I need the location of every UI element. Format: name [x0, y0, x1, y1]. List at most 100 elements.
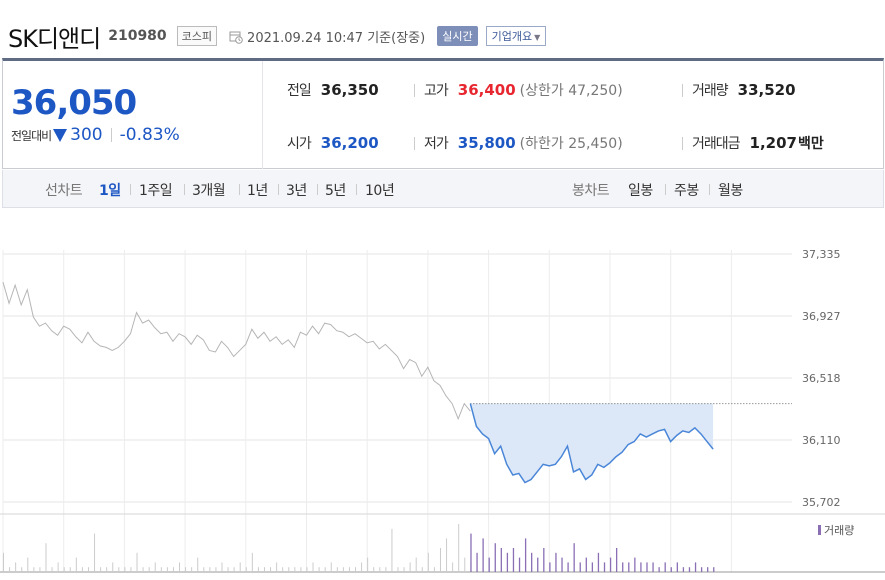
volume-legend-label: 거래량 [824, 524, 855, 537]
volume-bar-today [500, 548, 502, 572]
volume-bar [160, 567, 162, 572]
cell-divider [682, 84, 683, 97]
amount-cell: 거래대금 1,207 백만 [692, 133, 824, 153]
tab-monthly-candle[interactable]: 월봉 [718, 183, 743, 199]
tab-weekly-candle[interactable]: 주봉 [674, 183, 699, 199]
y-tick-label: 36,518 [802, 372, 841, 385]
y-tick-label: 36,110 [802, 434, 841, 447]
volume-bar-today [713, 567, 715, 572]
low-value: 35,800 [457, 134, 516, 152]
volume-bar [245, 567, 247, 572]
volume-bar-today [707, 567, 709, 572]
volume-bar-today [688, 567, 691, 572]
volume-bar-today [670, 567, 672, 572]
change-rate: -0.83% [119, 125, 180, 145]
period-bar: 선차트 1일 1주일 3개월 1년 3년 5년 10년 봉차트 일봉 주봉 월봉 [2, 170, 884, 208]
price-chart[interactable]: 37,335 36,927 36,518 36,110 35,702 거래량 [0, 210, 885, 580]
volume-bar-today [518, 557, 521, 572]
tab-1y[interactable]: 1년 [247, 183, 268, 199]
volume-bar [276, 562, 278, 572]
cell-divider [414, 84, 415, 97]
volume-bar-today [640, 562, 642, 572]
volume-bar [94, 533, 96, 572]
volume-bar [118, 567, 120, 572]
volume-bar-today [682, 567, 685, 572]
volume-bar [27, 557, 29, 572]
volume-bar-today [646, 562, 648, 572]
stock-code: 210980 [108, 28, 167, 44]
open-value: 36,200 [320, 134, 379, 152]
volume-bar [15, 562, 17, 572]
tab-3y[interactable]: 3년 [286, 183, 307, 199]
volume-bar-today [622, 562, 624, 572]
volume-bar [227, 567, 229, 572]
low-label: 저가 [424, 136, 449, 152]
volume-bar [221, 562, 223, 572]
volume-bar [409, 562, 411, 572]
volume-bar [69, 567, 71, 572]
y-tick-label: 37,335 [802, 248, 841, 261]
volume-legend: 거래량 [818, 522, 854, 538]
tab-daily-candle[interactable]: 일봉 [628, 183, 653, 199]
chevron-down-icon: ▼ [534, 33, 541, 42]
y-tick-label: 35,702 [802, 496, 841, 509]
volume-bar-today [652, 562, 654, 572]
company-overview-dropdown[interactable]: 기업개요 ▼ [485, 26, 547, 46]
volume-bar [57, 562, 59, 572]
tab-5y[interactable]: 5년 [325, 183, 346, 199]
volume-bar-today [628, 562, 630, 572]
volume-bar [373, 567, 375, 572]
volume-bar-today [609, 557, 612, 572]
volume-bar-today [634, 557, 636, 572]
change-divider [110, 128, 112, 142]
volume-bar [215, 567, 217, 572]
change-value: 300 [70, 125, 103, 145]
volume-bar [203, 567, 205, 572]
quote-panel: 36,050 전일대비 300 -0.83% 전일 36,350 고가 36,4… [2, 58, 884, 169]
stock-header: SK디앤디 210980 코스피 2021.09.24 10:47 기준(장중)… [8, 18, 547, 54]
amount-unit: 백만 [797, 136, 824, 152]
tab-10y[interactable]: 10년 [365, 183, 395, 199]
volume-bar [433, 567, 435, 572]
volume-bar-today [700, 567, 703, 572]
price-chart-svg: 37,335 36,927 36,518 36,110 35,702 [0, 248, 885, 573]
volume-bar [87, 567, 89, 572]
upper-limit: (상한가 47,250) [519, 83, 623, 99]
company-name: SK디앤디 [8, 24, 101, 53]
tab-divider [278, 184, 279, 195]
volume-bar [209, 567, 211, 572]
high-cell: 고가 36,400 (상한가 47,250) [424, 80, 623, 100]
volume-bar [166, 567, 168, 572]
volume-bar [100, 567, 102, 572]
tab-divider [356, 184, 357, 195]
volume-bar [270, 567, 272, 572]
volume-bar [282, 567, 284, 572]
volume-bar [130, 567, 132, 572]
volume-bar [312, 562, 314, 572]
tab-1d[interactable]: 1일 [99, 183, 121, 199]
volume-bar [51, 567, 53, 572]
volume-bar [391, 528, 393, 572]
high-value: 36,400 [457, 81, 516, 99]
volume-bar-today [615, 548, 618, 572]
volume-bar [385, 567, 387, 572]
tab-1w[interactable]: 1주일 [139, 183, 173, 199]
volume-bar [21, 567, 23, 572]
volume-bar [136, 552, 138, 572]
price-lines [2, 281, 792, 484]
realtime-button[interactable]: 실시간 [437, 26, 478, 46]
volume-bar [185, 567, 187, 572]
volume-bar [142, 567, 144, 572]
tab-divider [665, 184, 666, 195]
amount-value: 1,207 [749, 134, 797, 152]
tab-3m[interactable]: 3개월 [192, 183, 226, 199]
low-cell: 저가 35,800 (하한가 25,450) [424, 133, 623, 153]
volume-bar [397, 567, 399, 572]
volume-bar [172, 567, 174, 572]
prev-close-value: 36,350 [320, 81, 379, 99]
change-row: 전일대비 300 -0.83% [11, 125, 180, 145]
volume-bar [63, 567, 65, 572]
volume-bar-today [597, 552, 600, 572]
volume-bar [464, 557, 466, 572]
open-label: 시가 [287, 136, 312, 152]
